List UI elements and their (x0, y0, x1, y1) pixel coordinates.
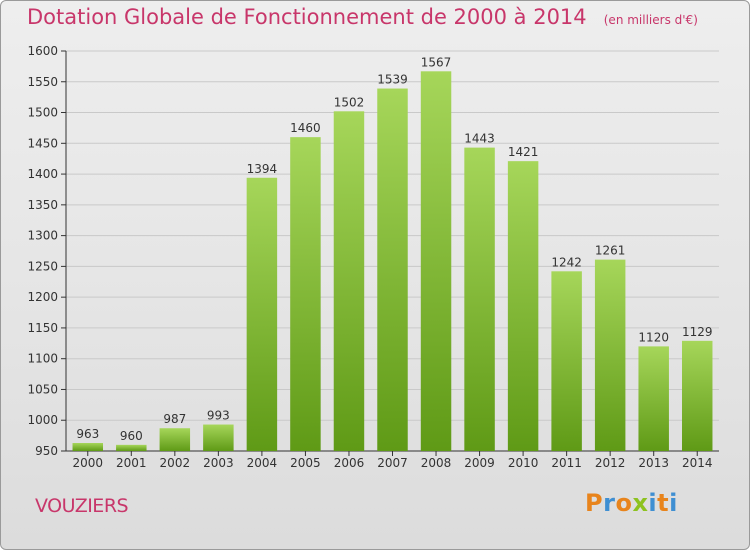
y-tick-label: 950 (35, 444, 58, 458)
data-label: 1539 (377, 73, 408, 87)
x-tick-label: 2007 (377, 456, 408, 470)
y-tick-label: 1550 (27, 75, 58, 89)
bar (72, 443, 104, 451)
y-tick-label: 1400 (27, 167, 58, 181)
y-tick-label: 1500 (27, 106, 58, 120)
proxiti-logo: Proxiti (585, 489, 678, 517)
bar (551, 271, 582, 451)
bar (159, 428, 191, 451)
chart-unit: (en milliers d'€) (603, 13, 698, 27)
bar (507, 161, 539, 451)
y-tick-label: 1350 (27, 198, 58, 212)
x-tick-label: 2010 (508, 456, 539, 470)
x-tick-label: 2013 (638, 456, 669, 470)
bar (246, 177, 278, 451)
data-label: 987 (163, 412, 186, 426)
data-label: 1421 (508, 145, 539, 159)
bar (333, 111, 365, 452)
x-tick-label: 2008 (421, 456, 452, 470)
x-tick-label: 2002 (160, 456, 191, 470)
x-tick-label: 2003 (203, 456, 234, 470)
data-label: 1242 (551, 255, 582, 269)
y-tick-label: 1050 (27, 382, 58, 396)
logo-letter: i (669, 489, 678, 517)
bar (464, 147, 495, 451)
y-tick-label: 1300 (27, 229, 58, 243)
x-tick-label: 2014 (682, 456, 713, 470)
bar (203, 424, 234, 451)
x-tick-label: 2012 (595, 456, 626, 470)
y-tick-label: 1100 (27, 352, 58, 366)
logo-letter: t (657, 489, 670, 517)
data-label: 963 (76, 427, 99, 441)
y-tick-label: 1250 (27, 259, 58, 273)
x-tick-label: 2011 (551, 456, 582, 470)
bar (377, 88, 408, 452)
chart-title: Dotation Globale de Fonctionnement de 20… (27, 5, 587, 29)
y-tick-label: 1000 (27, 413, 58, 427)
data-label: 1502 (334, 95, 365, 109)
logo-letter: r (603, 489, 616, 517)
data-label: 1443 (464, 132, 495, 146)
y-tick-label: 1450 (27, 136, 58, 150)
data-label: 993 (207, 409, 230, 423)
data-label: 1394 (247, 162, 278, 176)
x-tick-label: 2000 (72, 456, 103, 470)
commune-name: VOUZIERS (35, 495, 129, 517)
x-tick-label: 2005 (290, 456, 321, 470)
bar (681, 340, 713, 451)
data-label: 1567 (421, 55, 452, 69)
bar (420, 71, 452, 452)
bar (594, 259, 626, 451)
y-tick-label: 1600 (27, 44, 58, 58)
data-label: 960 (120, 429, 143, 443)
bar (116, 444, 147, 451)
y-tick-label: 1150 (27, 321, 58, 335)
bar (290, 137, 321, 451)
data-label: 1120 (638, 330, 669, 344)
logo-letter: P (585, 489, 604, 517)
data-label: 1261 (595, 244, 626, 258)
x-tick-label: 2006 (334, 456, 365, 470)
title-row: Dotation Globale de Fonctionnement de 20… (27, 5, 698, 29)
x-tick-label: 2004 (247, 456, 278, 470)
logo-letter: x (632, 489, 649, 517)
data-label: 1129 (682, 325, 713, 339)
x-tick-label: 2009 (464, 456, 495, 470)
bar (638, 346, 669, 451)
data-label: 1460 (290, 121, 321, 135)
logo-letter: o (615, 489, 633, 517)
x-tick-label: 2001 (116, 456, 147, 470)
y-tick-label: 1200 (27, 290, 58, 304)
logo-letter: i (648, 489, 658, 517)
